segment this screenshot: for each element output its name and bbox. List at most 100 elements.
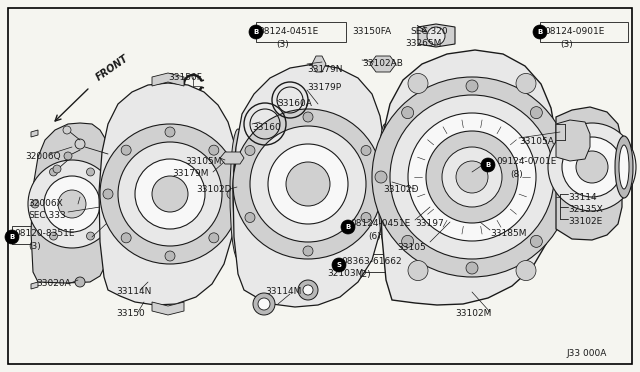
Bar bbox=[12, 226, 92, 244]
Circle shape bbox=[86, 168, 95, 176]
Circle shape bbox=[516, 260, 536, 280]
Text: B: B bbox=[346, 224, 351, 230]
Text: B: B bbox=[485, 162, 491, 168]
Circle shape bbox=[298, 280, 318, 300]
Polygon shape bbox=[312, 56, 326, 72]
Bar bbox=[487, 152, 577, 172]
Circle shape bbox=[303, 246, 313, 256]
Text: 33020A: 33020A bbox=[36, 279, 71, 289]
Text: 08124-0901E: 08124-0901E bbox=[544, 28, 604, 36]
Circle shape bbox=[303, 285, 313, 295]
Text: (3): (3) bbox=[28, 241, 41, 250]
Polygon shape bbox=[233, 64, 384, 307]
Polygon shape bbox=[220, 152, 244, 164]
Ellipse shape bbox=[230, 129, 246, 259]
Text: S: S bbox=[337, 262, 342, 268]
Text: 33179P: 33179P bbox=[307, 83, 341, 92]
Text: 33114M: 33114M bbox=[265, 288, 301, 296]
Circle shape bbox=[531, 107, 542, 119]
Ellipse shape bbox=[615, 136, 633, 198]
Polygon shape bbox=[31, 130, 38, 137]
Circle shape bbox=[375, 171, 387, 183]
Circle shape bbox=[121, 233, 131, 243]
Text: (3): (3) bbox=[276, 39, 289, 48]
Circle shape bbox=[361, 212, 371, 222]
Text: FRONT: FRONT bbox=[94, 54, 130, 83]
Circle shape bbox=[253, 293, 275, 315]
Circle shape bbox=[408, 73, 428, 93]
Circle shape bbox=[245, 145, 255, 155]
Text: (8): (8) bbox=[510, 170, 523, 179]
Text: B: B bbox=[10, 234, 15, 240]
Text: 09124-0701E: 09124-0701E bbox=[496, 157, 556, 167]
Circle shape bbox=[268, 144, 348, 224]
Circle shape bbox=[303, 112, 313, 122]
Polygon shape bbox=[31, 282, 38, 289]
Bar bbox=[256, 22, 346, 42]
Circle shape bbox=[442, 147, 502, 207]
Text: J33 000A: J33 000A bbox=[566, 350, 606, 359]
Text: 33185M: 33185M bbox=[490, 230, 527, 238]
Circle shape bbox=[118, 142, 222, 246]
Circle shape bbox=[165, 127, 175, 137]
Circle shape bbox=[121, 145, 131, 155]
Circle shape bbox=[548, 123, 636, 211]
Circle shape bbox=[5, 230, 19, 244]
Text: 33160A: 33160A bbox=[277, 99, 312, 109]
Circle shape bbox=[58, 190, 86, 218]
Polygon shape bbox=[152, 73, 184, 86]
Text: (2): (2) bbox=[358, 269, 371, 279]
Polygon shape bbox=[556, 107, 622, 240]
Polygon shape bbox=[380, 50, 557, 305]
Circle shape bbox=[408, 113, 536, 241]
Text: 32006Q: 32006Q bbox=[25, 153, 61, 161]
Circle shape bbox=[516, 73, 536, 93]
Circle shape bbox=[426, 131, 518, 223]
Circle shape bbox=[390, 95, 554, 259]
Text: SEC.333: SEC.333 bbox=[28, 211, 66, 219]
Text: 33150F: 33150F bbox=[168, 73, 202, 81]
Text: 08124-0451E: 08124-0451E bbox=[350, 219, 410, 228]
Ellipse shape bbox=[378, 124, 392, 244]
Text: B: B bbox=[538, 29, 543, 35]
Circle shape bbox=[332, 258, 346, 272]
Circle shape bbox=[100, 124, 240, 264]
Text: 33105M: 33105M bbox=[185, 157, 221, 167]
Circle shape bbox=[408, 260, 428, 280]
Polygon shape bbox=[152, 302, 184, 315]
Circle shape bbox=[466, 262, 478, 274]
Text: 33114: 33114 bbox=[568, 192, 596, 202]
Circle shape bbox=[576, 151, 608, 183]
Circle shape bbox=[531, 235, 542, 247]
Circle shape bbox=[63, 126, 71, 134]
Text: 33179M: 33179M bbox=[172, 170, 209, 179]
Circle shape bbox=[28, 160, 116, 248]
Ellipse shape bbox=[619, 145, 629, 189]
Text: B: B bbox=[253, 29, 259, 35]
Text: 33102E: 33102E bbox=[568, 217, 602, 225]
Circle shape bbox=[103, 189, 113, 199]
Text: 32006X: 32006X bbox=[28, 199, 63, 208]
Circle shape bbox=[44, 176, 100, 232]
Circle shape bbox=[49, 168, 58, 176]
Circle shape bbox=[227, 189, 237, 199]
Circle shape bbox=[53, 165, 61, 173]
Circle shape bbox=[402, 107, 413, 119]
Polygon shape bbox=[31, 123, 110, 283]
Bar bbox=[540, 22, 628, 42]
Circle shape bbox=[456, 161, 488, 193]
Circle shape bbox=[49, 232, 58, 240]
Text: 33105A: 33105A bbox=[519, 138, 554, 147]
Circle shape bbox=[165, 251, 175, 261]
Polygon shape bbox=[418, 24, 455, 47]
Text: 08120-8351E: 08120-8351E bbox=[14, 230, 74, 238]
Circle shape bbox=[286, 162, 330, 206]
Polygon shape bbox=[370, 56, 396, 72]
Circle shape bbox=[135, 159, 205, 229]
Text: 08363-61662: 08363-61662 bbox=[341, 257, 402, 266]
Ellipse shape bbox=[233, 144, 243, 244]
Circle shape bbox=[250, 126, 366, 242]
Text: (6): (6) bbox=[368, 231, 381, 241]
Text: SEC.320: SEC.320 bbox=[410, 28, 447, 36]
Text: (3): (3) bbox=[560, 39, 573, 48]
